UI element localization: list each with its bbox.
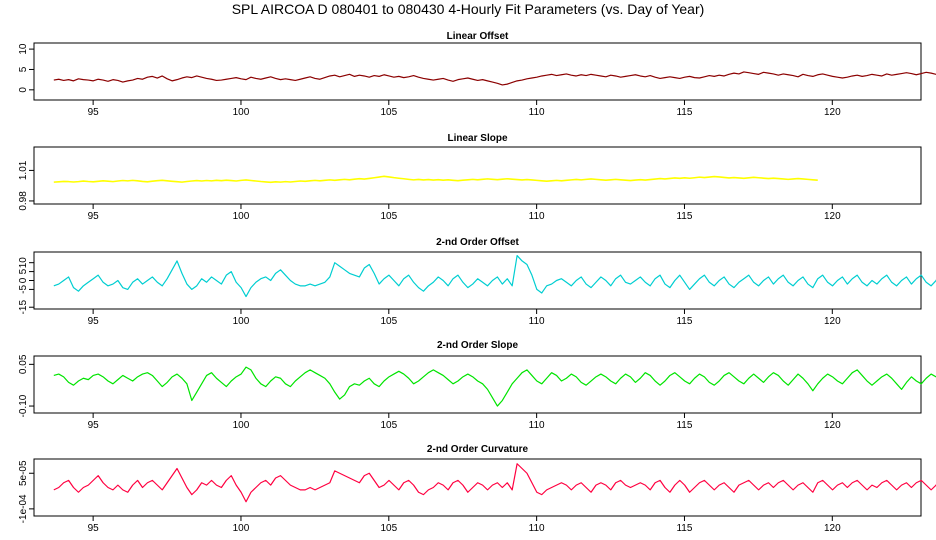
- panel-title: 2-nd Order Offset: [436, 237, 519, 248]
- panel-4: 2-nd Order Slope 95 100 105 110 115 120 -0.10 0.…: [18, 340, 936, 431]
- series-line: [53, 366, 936, 407]
- panel-title: 2-nd Order Slope: [437, 340, 519, 351]
- x-tick-label: 95: [88, 523, 100, 534]
- x-tick-label: 115: [676, 107, 692, 118]
- x-tick-label: 115: [676, 420, 692, 431]
- y-tick-label: 10: [18, 43, 29, 55]
- panel-3: 2-nd Order Offset 95 100 105 110 115 120 -15 -5 0…: [18, 237, 936, 327]
- x-tick-label: 120: [824, 211, 841, 222]
- y-tick-label: -0.10: [18, 394, 29, 417]
- x-tick-label: 95: [88, 107, 100, 118]
- panel-title: 2-nd Order Curvature: [427, 444, 529, 455]
- plot-frame: [33, 251, 922, 310]
- y-tick-label: -15: [18, 300, 29, 315]
- x-tick-label: 95: [88, 211, 100, 222]
- x-tick-label: 95: [88, 316, 100, 327]
- x-tick-label: 115: [676, 316, 692, 327]
- y-tick-label: 0: [18, 277, 29, 283]
- x-tick-label: 120: [824, 523, 841, 534]
- x-tick-label: 105: [380, 523, 397, 534]
- series-line: [53, 463, 936, 503]
- x-tick-label: 100: [233, 211, 250, 222]
- x-tick-label: 115: [676, 211, 692, 222]
- y-tick-label: 0.98: [18, 191, 29, 211]
- y-tick-label: 5: [18, 268, 29, 274]
- x-tick-label: 120: [824, 316, 841, 327]
- series-line: [53, 254, 936, 298]
- x-tick-label: 110: [529, 420, 545, 431]
- y-tick-label: 5: [18, 66, 29, 72]
- y-tick-label: -5: [18, 285, 29, 294]
- y-tick-label: 10: [18, 257, 29, 269]
- x-tick-label: 105: [380, 316, 397, 327]
- x-tick-label: 100: [233, 523, 250, 534]
- series-line: [53, 175, 818, 184]
- plot-frame: [33, 355, 922, 414]
- x-tick-label: 100: [233, 107, 250, 118]
- plot-frame: [33, 42, 922, 101]
- panel-title: Linear Offset: [447, 31, 509, 42]
- x-tick-label: 105: [380, 107, 397, 118]
- x-tick-label: 115: [676, 523, 692, 534]
- x-tick-label: 110: [529, 523, 545, 534]
- panel-5: 2-nd Order Curvature 95 100 105 110 115 120 -1e…: [18, 444, 936, 534]
- x-tick-label: 120: [824, 420, 841, 431]
- x-tick-label: 95: [88, 420, 100, 431]
- panel-2: Linear Slope 95 100 105 110 115 120 0.98 1.01: [18, 133, 922, 222]
- series-line: [53, 71, 936, 86]
- x-tick-label: 110: [529, 107, 545, 118]
- y-tick-label: 5e-05: [18, 460, 29, 486]
- y-tick-label: -1e-04: [18, 494, 29, 523]
- x-tick-label: 120: [824, 107, 841, 118]
- x-tick-label: 100: [233, 420, 250, 431]
- panel-title: Linear Slope: [447, 133, 507, 144]
- x-tick-label: 110: [529, 211, 545, 222]
- panel-1: Linear Offset 95 100 105 110 115 120 0 5 10: [18, 31, 936, 118]
- x-tick-label: 105: [380, 211, 397, 222]
- x-tick-label: 110: [529, 316, 545, 327]
- x-tick-label: 105: [380, 420, 397, 431]
- figure-title: SPL AIRCOA D 080401 to 080430 4-Hourly F…: [231, 1, 705, 17]
- y-tick-label: 0: [18, 87, 29, 93]
- x-tick-label: 100: [233, 316, 250, 327]
- y-tick-label: 1.01: [18, 160, 29, 180]
- y-tick-label: 0.05: [18, 354, 29, 374]
- plot-frame: [33, 146, 922, 205]
- plot-frame: [33, 458, 922, 517]
